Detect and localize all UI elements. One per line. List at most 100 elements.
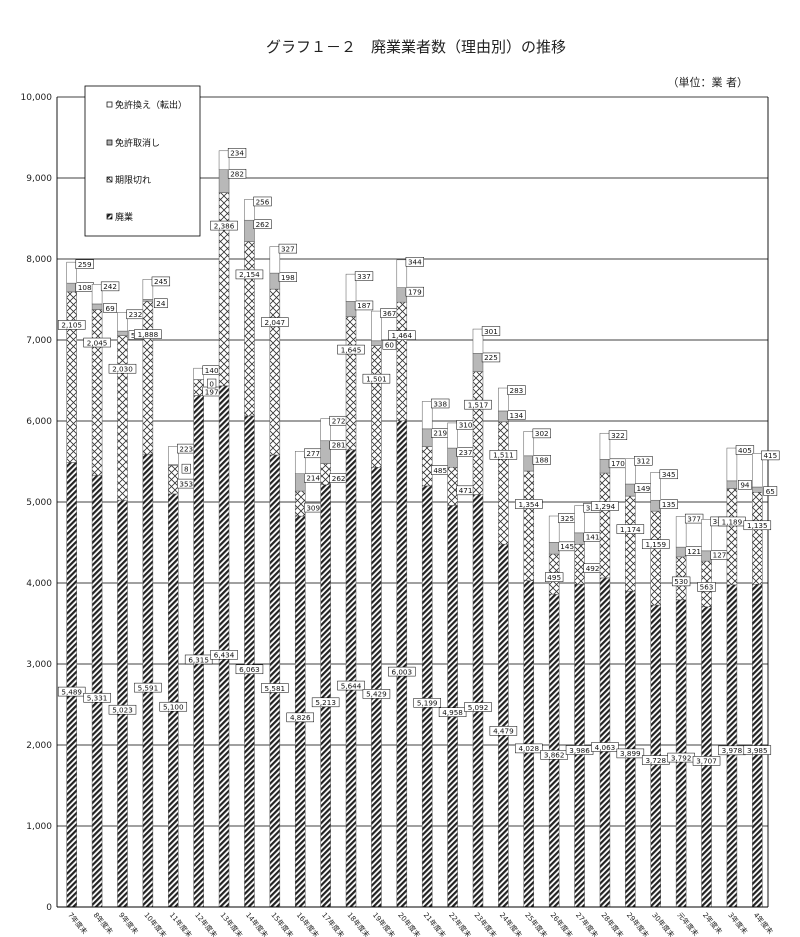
- data-label-box: [532, 428, 551, 439]
- data-label-box: [671, 576, 691, 587]
- data-label: 3,985: [747, 746, 768, 755]
- data-label: 140: [205, 366, 219, 375]
- data-label-box: [362, 373, 391, 384]
- data-label: 256: [256, 197, 270, 206]
- bar-segment: [168, 446, 179, 465]
- bar-segment: [523, 455, 535, 472]
- data-label: 3,986: [569, 746, 590, 755]
- y-tick-label: 2,000: [26, 741, 52, 751]
- data-label: 327: [281, 244, 295, 253]
- bar-segment: [625, 458, 636, 485]
- x-tick-label: 23年度末: [472, 911, 498, 937]
- data-label: 337: [357, 272, 371, 281]
- data-label-box: [261, 317, 289, 327]
- data-label: 94: [740, 481, 750, 490]
- legend-label-menkyokae: 免許換え（転出）: [115, 99, 187, 111]
- data-label-box: [108, 363, 137, 374]
- data-label: 2,030: [112, 365, 133, 374]
- bar-segment: [320, 463, 331, 485]
- y-tick-label: 4,000: [26, 579, 52, 589]
- bar-segment: [371, 310, 382, 342]
- data-label: 232: [129, 310, 143, 319]
- x-tick-label: 29年度末: [625, 911, 651, 937]
- data-label-box: [515, 499, 543, 509]
- y-tick-label: 0: [46, 903, 52, 913]
- bar-segment: [294, 515, 306, 908]
- data-label-box: [481, 326, 501, 336]
- x-tick-label: 8年度末: [92, 911, 115, 936]
- bar-segment: [371, 340, 382, 346]
- data-label: 65: [766, 487, 775, 496]
- legend-swatch-torikeshi: [106, 139, 113, 146]
- data-label: 3,978: [722, 746, 743, 755]
- chart-title: グラフ１－２ 廃業業者数（理由別）の推移: [266, 38, 566, 56]
- data-label: 127: [713, 551, 727, 560]
- data-label: 214: [306, 474, 320, 483]
- data-label: 415: [763, 451, 777, 460]
- bar-segment: [117, 499, 128, 908]
- bar-segment: [117, 312, 128, 332]
- data-label-box: [253, 196, 272, 207]
- data-label: 1,189: [722, 517, 743, 526]
- x-tick-label: 10年度末: [142, 911, 168, 937]
- data-label-box: [507, 410, 526, 420]
- bar-segment: [218, 169, 230, 193]
- data-label-box: [659, 469, 678, 480]
- bar-segment: [396, 301, 408, 422]
- data-label: 5,100: [163, 703, 184, 712]
- data-label: 149: [636, 484, 650, 493]
- bar-segment: [91, 474, 103, 908]
- data-label-box: [388, 666, 416, 677]
- data-label-box: [545, 572, 564, 582]
- bar-segment: [523, 470, 535, 581]
- data-label: 5,023: [112, 706, 133, 715]
- data-label-box: [481, 352, 501, 363]
- bar-segment: [650, 499, 661, 512]
- data-label-box: [278, 272, 297, 282]
- data-label-box: [311, 697, 340, 708]
- bar-segment: [371, 345, 382, 468]
- bar-segment: [320, 484, 331, 908]
- data-label: 4,479: [493, 727, 514, 736]
- data-label: 471: [459, 486, 473, 495]
- unit-note: （単位：業 者）: [668, 75, 749, 89]
- bar-segment: [66, 261, 77, 284]
- data-label-box: [382, 340, 397, 350]
- data-label-box: [405, 257, 424, 267]
- data-label: 345: [662, 470, 676, 479]
- bar-segment: [371, 467, 382, 908]
- data-label: 530: [674, 577, 688, 586]
- data-label: 272: [332, 417, 346, 426]
- x-tick-label: 9年度末: [117, 911, 140, 936]
- data-label-box: [261, 683, 289, 693]
- data-label: 405: [738, 446, 752, 455]
- data-label: 1,464: [392, 331, 413, 340]
- data-label-box: [616, 748, 645, 759]
- data-label-box: [227, 168, 247, 179]
- y-tick-label: 1,000: [26, 822, 52, 832]
- data-label: 312: [636, 457, 650, 466]
- y-tick-label: 10,000: [21, 93, 53, 103]
- data-label: 1,511: [493, 451, 514, 460]
- data-label-box: [431, 398, 450, 409]
- bar-segment: [168, 493, 179, 908]
- bar-segment: [345, 316, 357, 451]
- data-label: 2,105: [61, 321, 82, 330]
- data-label: 259: [78, 260, 92, 269]
- y-tick-label: 5,000: [26, 498, 52, 508]
- data-label-box: [286, 712, 314, 723]
- data-label-box: [413, 698, 441, 708]
- data-label: 219: [433, 429, 447, 438]
- plot-area: 5,489 2,105 108 259 5,331 2,045 69 242 5,023 2,03…: [57, 148, 780, 908]
- data-label: 135: [662, 500, 676, 509]
- y-tick-label: 7,000: [26, 336, 52, 346]
- bar-segment: [447, 505, 458, 908]
- data-label-box: [591, 742, 619, 752]
- bar-segment: [193, 367, 204, 380]
- bar-segment: [447, 447, 458, 468]
- data-label-box: [210, 650, 238, 660]
- data-label: 262: [332, 474, 346, 483]
- bar-segment: [447, 467, 458, 506]
- bar-segment: [244, 415, 255, 908]
- x-tick-label: 13年度末: [219, 911, 245, 937]
